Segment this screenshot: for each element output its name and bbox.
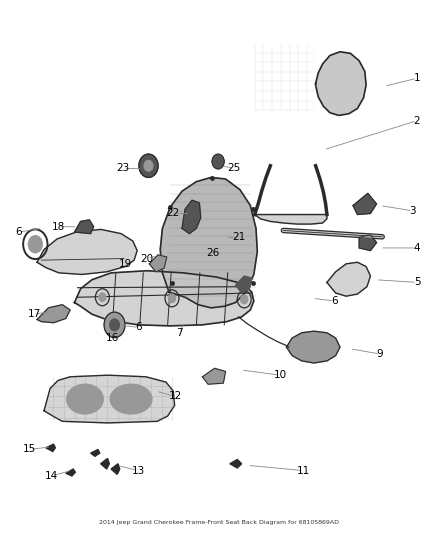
Polygon shape [327,262,371,296]
Text: 3: 3 [410,206,416,216]
Text: 6: 6 [15,227,22,237]
Polygon shape [66,469,75,476]
Polygon shape [37,229,137,274]
Text: 4: 4 [414,243,420,253]
Polygon shape [359,235,377,251]
Text: 9: 9 [377,349,383,359]
Polygon shape [254,215,327,224]
Text: 22: 22 [167,208,180,219]
Circle shape [104,312,125,337]
Text: 20: 20 [141,254,154,263]
Polygon shape [353,193,377,215]
Text: 2: 2 [414,116,420,126]
Polygon shape [74,220,94,233]
Circle shape [241,295,248,304]
Polygon shape [46,444,55,451]
Text: 1: 1 [414,73,420,83]
Text: 6: 6 [135,322,142,333]
Circle shape [212,154,224,169]
Ellipse shape [110,384,152,414]
Polygon shape [202,368,226,384]
Text: 16: 16 [106,333,119,343]
Text: 2014 Jeep Grand Cherokee Frame-Front Seat Back Diagram for 68105869AD: 2014 Jeep Grand Cherokee Frame-Front Sea… [99,520,339,525]
Circle shape [169,294,176,303]
Text: 26: 26 [206,248,219,259]
Polygon shape [91,449,100,456]
Text: 25: 25 [228,164,241,173]
Text: 11: 11 [297,466,311,475]
Circle shape [139,154,158,177]
Polygon shape [74,271,254,326]
Text: 13: 13 [132,466,145,475]
Polygon shape [316,52,366,115]
Text: 7: 7 [177,328,183,338]
Text: 15: 15 [23,445,36,455]
Text: 17: 17 [28,309,41,319]
Text: 23: 23 [117,164,130,173]
Polygon shape [182,200,201,233]
Circle shape [99,293,106,302]
Text: 14: 14 [45,471,58,481]
Polygon shape [37,305,70,322]
Text: 18: 18 [51,222,64,232]
Text: 5: 5 [414,277,420,287]
Text: 21: 21 [232,232,245,243]
Polygon shape [101,458,110,469]
Text: 10: 10 [273,370,286,380]
Text: 6: 6 [331,296,338,306]
Circle shape [110,319,119,330]
Polygon shape [230,459,242,468]
Polygon shape [111,464,120,474]
Polygon shape [160,177,257,308]
Text: 19: 19 [119,259,132,269]
Polygon shape [236,276,252,293]
Circle shape [144,160,153,171]
Polygon shape [286,331,340,363]
Text: 12: 12 [169,391,182,401]
Ellipse shape [67,384,103,414]
Polygon shape [149,255,167,272]
Polygon shape [44,375,175,423]
Circle shape [28,236,42,253]
